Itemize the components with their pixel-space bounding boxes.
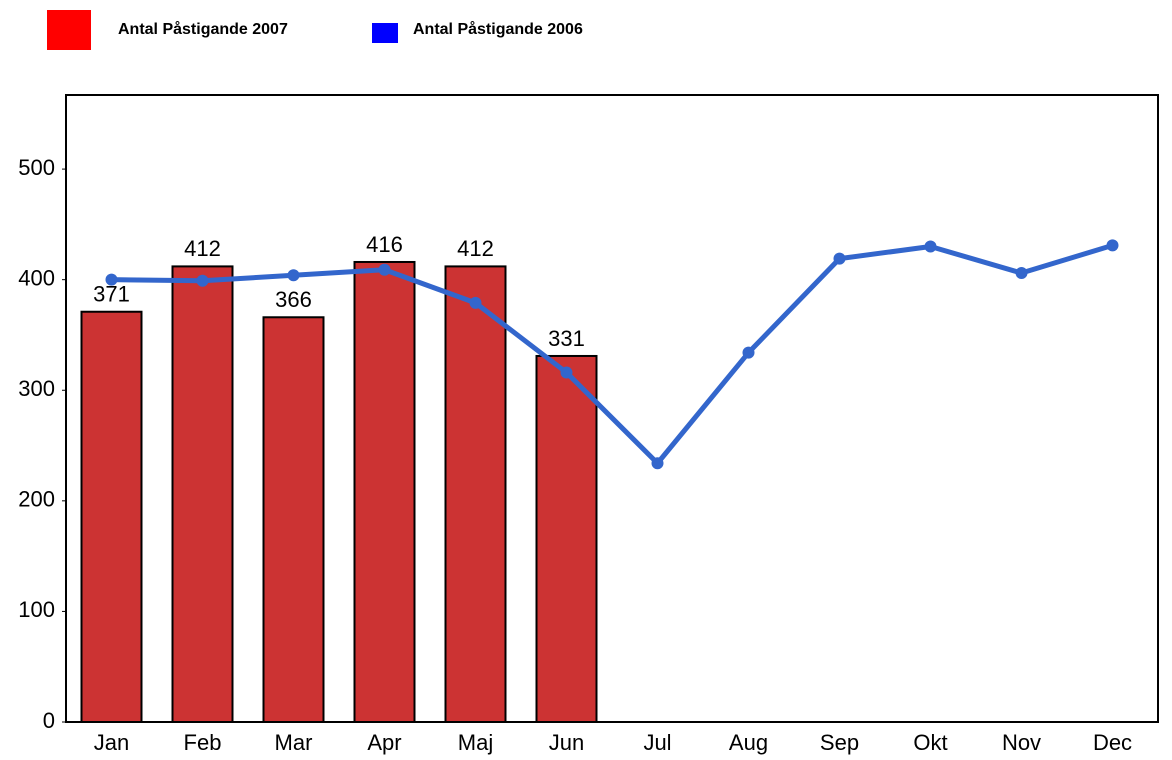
x-tick-label: Feb — [184, 730, 222, 755]
bar — [262, 316, 325, 723]
value-label: 371 — [93, 282, 130, 307]
bar — [171, 265, 234, 723]
plot-frame — [65, 94, 1159, 723]
line-point — [378, 263, 391, 276]
bar — [353, 260, 416, 723]
value-label: 331 — [548, 326, 585, 351]
x-tick-label: Aug — [729, 730, 768, 755]
x-tick-label: Apr — [367, 730, 401, 755]
x-tick-label: Jul — [643, 730, 671, 755]
line-point — [742, 346, 755, 359]
value-label: 412 — [457, 236, 494, 261]
x-tick-label: Sep — [820, 730, 859, 755]
line-point — [560, 366, 573, 379]
x-tick-label: Mar — [275, 730, 313, 755]
line-point — [1015, 267, 1028, 280]
legend-swatch — [372, 23, 398, 43]
x-tick-label: Dec — [1093, 730, 1132, 755]
legend-label: Antal Påstigande 2007 — [118, 20, 288, 38]
x-tick-label: Maj — [458, 730, 493, 755]
line-point — [924, 240, 937, 253]
x-tick-label: Nov — [1002, 730, 1041, 755]
line-point — [1106, 239, 1119, 252]
line-point — [833, 252, 846, 265]
value-label: 412 — [184, 236, 221, 261]
y-tick-label: 500 — [18, 155, 55, 180]
legend-label: Antal Påstigande 2006 — [413, 20, 583, 38]
bar — [535, 354, 598, 723]
y-tick-label: 100 — [18, 597, 55, 622]
value-label: 416 — [366, 232, 403, 257]
bar — [80, 310, 143, 723]
x-tick-label: Jan — [94, 730, 129, 755]
line-point — [287, 269, 300, 282]
x-tick-label: Jun — [549, 730, 584, 755]
line-point — [651, 457, 664, 470]
y-tick-label: 200 — [18, 487, 55, 512]
line-point — [196, 274, 209, 287]
bar — [444, 265, 507, 723]
legend-swatch — [47, 10, 91, 50]
y-tick-label: 0 — [43, 708, 55, 733]
x-tick-label: Okt — [913, 730, 947, 755]
line — [111, 242, 1114, 466]
y-tick-label: 300 — [18, 376, 55, 401]
line-point — [469, 296, 482, 309]
value-label: 366 — [275, 287, 312, 312]
y-tick-label: 400 — [18, 265, 55, 290]
line-point — [105, 273, 118, 286]
